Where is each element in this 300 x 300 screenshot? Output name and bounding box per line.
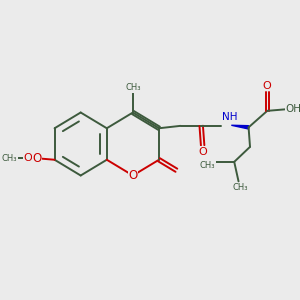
Text: O: O — [128, 169, 137, 182]
Text: O: O — [198, 147, 207, 157]
Polygon shape — [231, 125, 249, 129]
Text: CH₃: CH₃ — [125, 83, 141, 92]
Text: O: O — [32, 152, 41, 165]
Text: NH: NH — [222, 112, 237, 122]
Text: OH: OH — [285, 104, 300, 114]
Text: O: O — [24, 153, 32, 163]
Text: CH₃: CH₃ — [2, 154, 17, 163]
Text: CH₃: CH₃ — [232, 184, 248, 193]
Text: O: O — [263, 81, 272, 91]
Text: CH₃: CH₃ — [200, 161, 215, 170]
